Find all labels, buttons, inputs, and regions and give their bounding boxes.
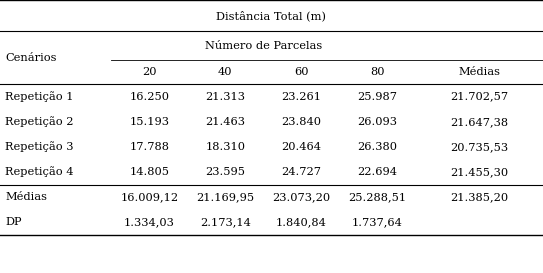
Text: 23.073,20: 23.073,20: [272, 192, 331, 202]
Text: 16.250: 16.250: [129, 92, 169, 102]
Text: 21.463: 21.463: [205, 117, 245, 127]
Text: 22.694: 22.694: [357, 167, 397, 177]
Text: 2.173,14: 2.173,14: [200, 217, 251, 227]
Text: 25.987: 25.987: [357, 92, 397, 102]
Text: 25.288,51: 25.288,51: [348, 192, 407, 202]
Text: 26.380: 26.380: [357, 142, 397, 152]
Text: 15.193: 15.193: [129, 117, 169, 127]
Text: 21.455,30: 21.455,30: [450, 167, 508, 177]
Text: Cenários: Cenários: [5, 53, 57, 63]
Text: 14.805: 14.805: [129, 167, 169, 177]
Text: 24.727: 24.727: [281, 167, 321, 177]
Text: Repetição 3: Repetição 3: [5, 141, 74, 152]
Text: 60: 60: [294, 67, 308, 77]
Text: 20.464: 20.464: [281, 142, 321, 152]
Text: 1.737,64: 1.737,64: [352, 217, 403, 227]
Text: Repetição 2: Repetição 2: [5, 116, 74, 127]
Text: 1.334,03: 1.334,03: [124, 217, 175, 227]
Text: 23.261: 23.261: [281, 92, 321, 102]
Text: 40: 40: [218, 67, 232, 77]
Text: 26.093: 26.093: [357, 117, 397, 127]
Text: 80: 80: [370, 67, 384, 77]
Text: 18.310: 18.310: [205, 142, 245, 152]
Text: 17.788: 17.788: [129, 142, 169, 152]
Text: Médias: Médias: [458, 67, 500, 77]
Text: 21.313: 21.313: [205, 92, 245, 102]
Text: 21.169,95: 21.169,95: [196, 192, 255, 202]
Text: 23.840: 23.840: [281, 117, 321, 127]
Text: Repetição 4: Repetição 4: [5, 167, 74, 177]
Text: 1.840,84: 1.840,84: [276, 217, 327, 227]
Text: 16.009,12: 16.009,12: [120, 192, 179, 202]
Text: 20.735,53: 20.735,53: [450, 142, 508, 152]
Text: Distância Total (m): Distância Total (m): [217, 10, 326, 21]
Text: 21.385,20: 21.385,20: [450, 192, 508, 202]
Text: DP: DP: [5, 217, 22, 227]
Text: Repetição 1: Repetição 1: [5, 91, 74, 102]
Text: 23.595: 23.595: [205, 167, 245, 177]
Text: Número de Parcelas: Número de Parcelas: [205, 41, 322, 51]
Text: 21.647,38: 21.647,38: [450, 117, 508, 127]
Text: Médias: Médias: [5, 192, 47, 202]
Text: 21.702,57: 21.702,57: [450, 92, 508, 102]
Text: 20: 20: [142, 67, 156, 77]
